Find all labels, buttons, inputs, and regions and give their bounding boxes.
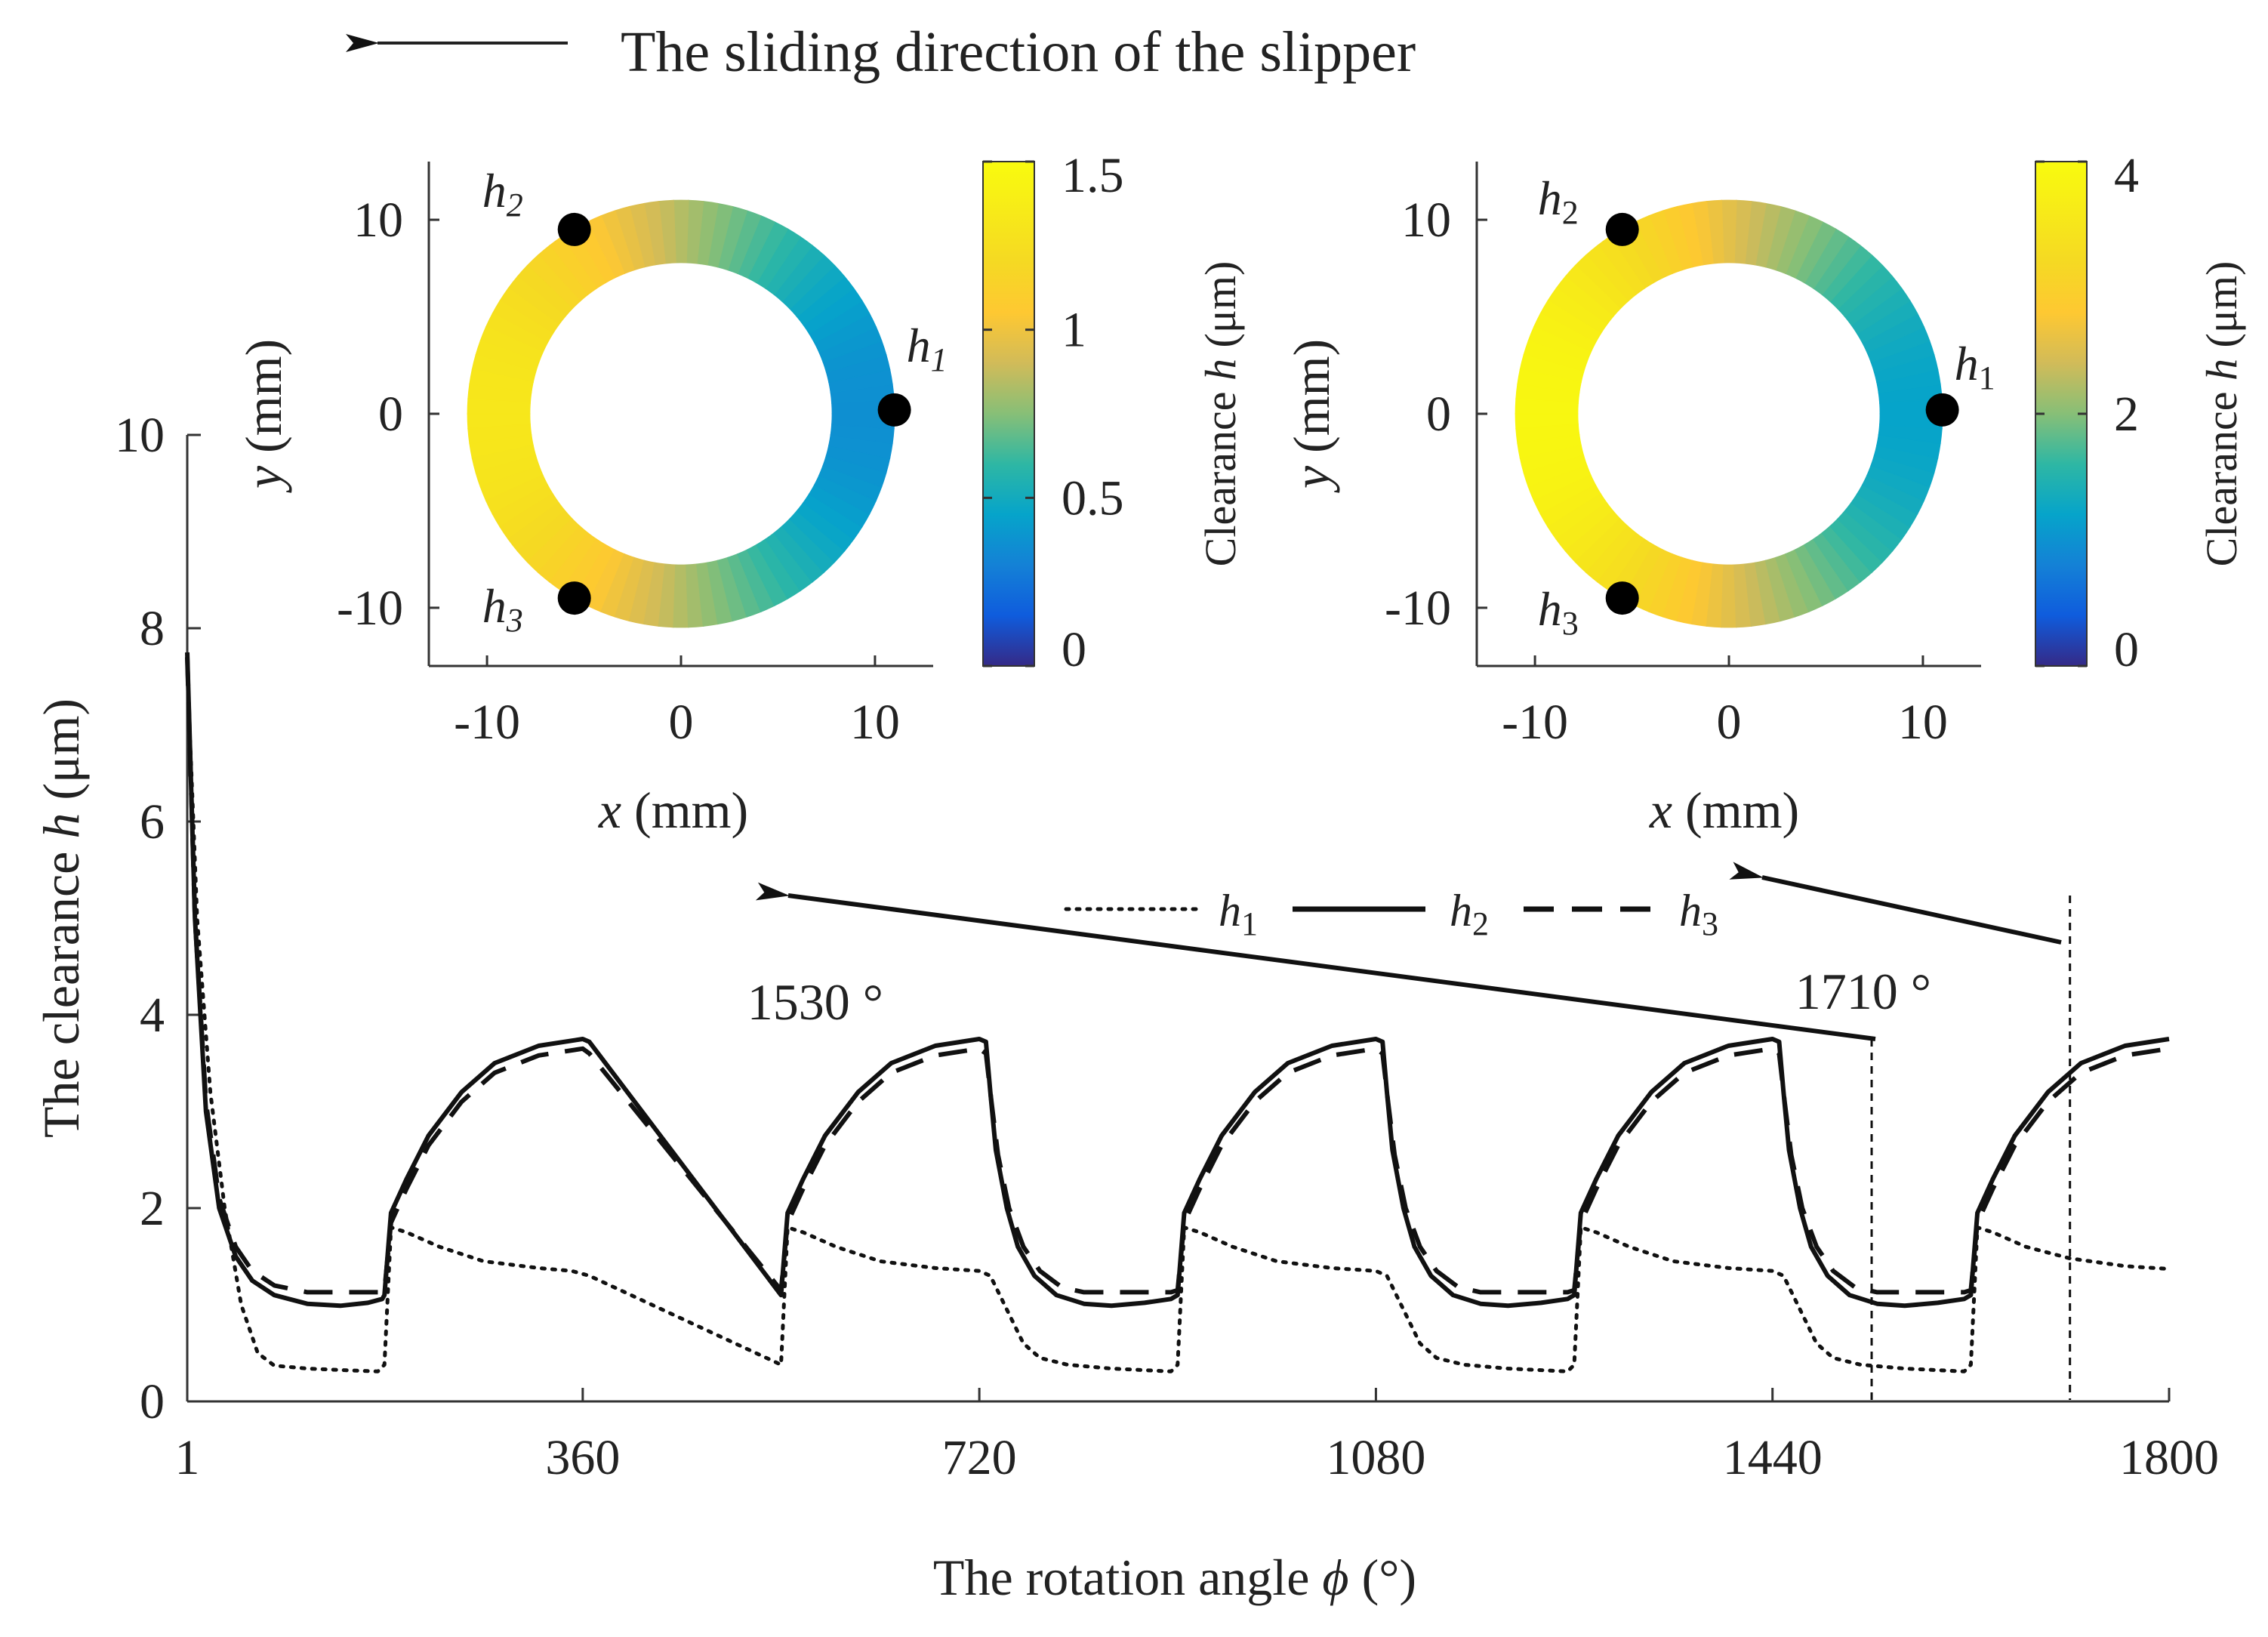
colorbar-tick-label: 2 <box>2114 387 2139 442</box>
inset-heatmap-1710: -10 0 10 -10 0 10 h1 h2 h3 x (mm) y (mm) 0 2 4 Cl… <box>1283 148 2246 839</box>
inset2-x-axis-label: x (mm) <box>1649 782 1799 839</box>
main-y-tick-label: 2 <box>140 1181 165 1236</box>
annotation-arrow-1710 <box>1729 862 2062 945</box>
colorbar-tick-label: 0 <box>2114 622 2139 677</box>
main-x-tick-label: 1 <box>175 1430 200 1485</box>
series-line-h2 <box>185 652 2170 1309</box>
point-label-h1: h1 <box>907 319 948 378</box>
inset-y-tick-label: 10 <box>353 193 403 248</box>
inset2-x-symbol: x <box>1649 782 1672 839</box>
inset-x-tick-label: -10 <box>454 695 520 750</box>
inset-x-tick-label: 0 <box>1717 695 1742 750</box>
point-label-h2: h2 <box>482 164 523 224</box>
measurement-point-h2 <box>1605 212 1639 246</box>
inset2-y-axis-label: y (mm) <box>1283 339 1340 493</box>
sliding-direction-indicator: The sliding direction of the slipper <box>346 20 1416 84</box>
legend-h3-sub: 3 <box>1702 905 1718 942</box>
annotation-arrow-1530 <box>755 882 1876 1041</box>
main-y-label-suffix: (μm) <box>32 698 90 813</box>
main-x-tick-label: 720 <box>942 1430 1017 1485</box>
inset-y-tick-label: 0 <box>1426 387 1451 442</box>
inset2-y-symbol: y <box>1283 465 1340 493</box>
legend-entry-h2: h2 <box>1293 886 1489 942</box>
colorbar-tick-label: 0.5 <box>1062 470 1124 526</box>
inset-x-tick-label: 0 <box>669 695 694 750</box>
inset1-colorbar-label: Clearance h (μm) <box>1196 261 1245 567</box>
main-y-axis-label: The clearance h (μm) <box>32 698 90 1138</box>
point-label-h1: h1 <box>1955 337 1995 396</box>
main-y-tick-label: 10 <box>115 408 165 463</box>
chart-legend: h1 h2 h3 <box>1064 886 1718 942</box>
inset-y-tick-label: 0 <box>378 387 403 442</box>
measurement-point-h1 <box>1925 393 1959 427</box>
inset2-cbar-suffix: (μm) <box>2197 261 2246 359</box>
point-label-h3: h3 <box>482 579 523 639</box>
main-x-tick-label: 1800 <box>2119 1430 2219 1485</box>
legend-h2-sub: 2 <box>1472 905 1489 942</box>
main-x-axis-label: The rotation angle ϕ (°) <box>933 1549 1416 1606</box>
colorbar-tick-label: 1 <box>1062 303 1086 358</box>
inset2-cbar-symbol: h <box>2197 359 2246 381</box>
main-y-tick-label: 0 <box>140 1374 165 1429</box>
legend-h1-symbol: h <box>1219 886 1241 936</box>
colorbar-tick-label: 0 <box>1062 622 1086 677</box>
point-label-h3: h3 <box>1538 582 1579 642</box>
legend-entry-h3: h3 <box>1524 886 1718 942</box>
main-x-label-prefix: The rotation angle <box>933 1549 1322 1606</box>
colorbar-tick-label: 4 <box>2114 148 2139 203</box>
legend-label-h2: h2 <box>1450 886 1489 942</box>
legend-label-h1: h1 <box>1219 886 1258 942</box>
inset1-cbar-suffix: (μm) <box>1196 261 1245 359</box>
legend-h1-sub: 1 <box>1241 905 1258 942</box>
inset2-cbar-prefix: Clearance <box>2197 381 2246 566</box>
measurement-point-h3 <box>1605 581 1639 615</box>
inset2-y-suffix: (mm) <box>1283 339 1340 466</box>
inset-x-tick-label: 10 <box>1898 695 1948 750</box>
inset2-x-suffix: (mm) <box>1672 782 1799 839</box>
sliding-direction-label: The sliding direction of the slipper <box>621 20 1416 84</box>
main-x-label-symbol: ϕ <box>1322 1549 1348 1606</box>
main-x-tick-label: 1440 <box>1723 1430 1823 1485</box>
inset-y-tick-label: -10 <box>337 581 403 636</box>
measurement-point-h3 <box>557 581 591 615</box>
legend-label-h3: h3 <box>1679 886 1718 942</box>
inset-y-tick-label: 10 <box>1401 193 1451 248</box>
inset-x-tick-label: 10 <box>850 695 900 750</box>
inset1-colorbar-gradient <box>982 161 1035 667</box>
inset2-colorbar-label: Clearance h (μm) <box>2197 261 2246 567</box>
inset1-cbar-symbol: h <box>1196 359 1245 381</box>
legend-h3-symbol: h <box>1679 886 1702 936</box>
inset1-x-symbol: x <box>598 782 621 839</box>
inset1-y-suffix: (mm) <box>235 339 292 466</box>
inset1-colorbar: 0 0.5 1 1.5 Clearance h (μm) <box>982 148 1245 677</box>
main-y-label-prefix: The clearance <box>32 839 90 1138</box>
inset1-y-symbol: y <box>235 465 292 493</box>
point-label-h2: h2 <box>1538 171 1579 231</box>
inset-y-tick-label: -10 <box>1385 581 1451 636</box>
main-y-tick-label: 4 <box>140 988 165 1043</box>
main-y-tick-label: 8 <box>140 601 165 656</box>
inset-x-tick-label: -10 <box>1502 695 1568 750</box>
annotation-label: 1710 ° <box>1795 963 1931 1020</box>
main-x-tick-label: 1080 <box>1326 1430 1425 1485</box>
legend-entry-h1: h1 <box>1064 886 1258 942</box>
annotation-label: 1530 ° <box>747 973 883 1031</box>
inset2-colorbar: 0 2 4 Clearance h (μm) <box>2035 148 2246 677</box>
main-y-label-symbol: h <box>32 813 90 839</box>
colorbar-tick-label: 1.5 <box>1062 148 1124 203</box>
inset1-x-suffix: (mm) <box>621 782 748 839</box>
inset1-y-axis-label: y (mm) <box>235 339 292 493</box>
main-x-label-suffix: (°) <box>1349 1549 1416 1606</box>
main-y-tick-label: 6 <box>140 794 165 849</box>
inset-heatmap-1530: -10 0 10 -10 0 10 h1 h2 h3 x (mm) y (mm) 0 0.5 1 1… <box>235 148 1245 839</box>
measurement-point-h1 <box>877 393 911 427</box>
main-x-tick-label: 360 <box>545 1430 620 1485</box>
inset1-x-axis-label: x (mm) <box>598 782 748 839</box>
measurement-point-h2 <box>557 212 591 246</box>
inset1-cbar-prefix: Clearance <box>1196 381 1245 566</box>
legend-h2-symbol: h <box>1450 886 1472 936</box>
